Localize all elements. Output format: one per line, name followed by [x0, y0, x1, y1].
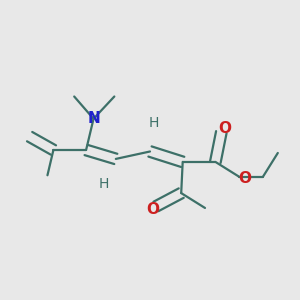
Text: H: H	[99, 177, 109, 191]
Text: O: O	[146, 202, 160, 217]
Text: O: O	[218, 121, 231, 136]
Text: N: N	[87, 111, 100, 126]
Text: H: H	[149, 116, 159, 130]
Text: O: O	[238, 171, 251, 186]
